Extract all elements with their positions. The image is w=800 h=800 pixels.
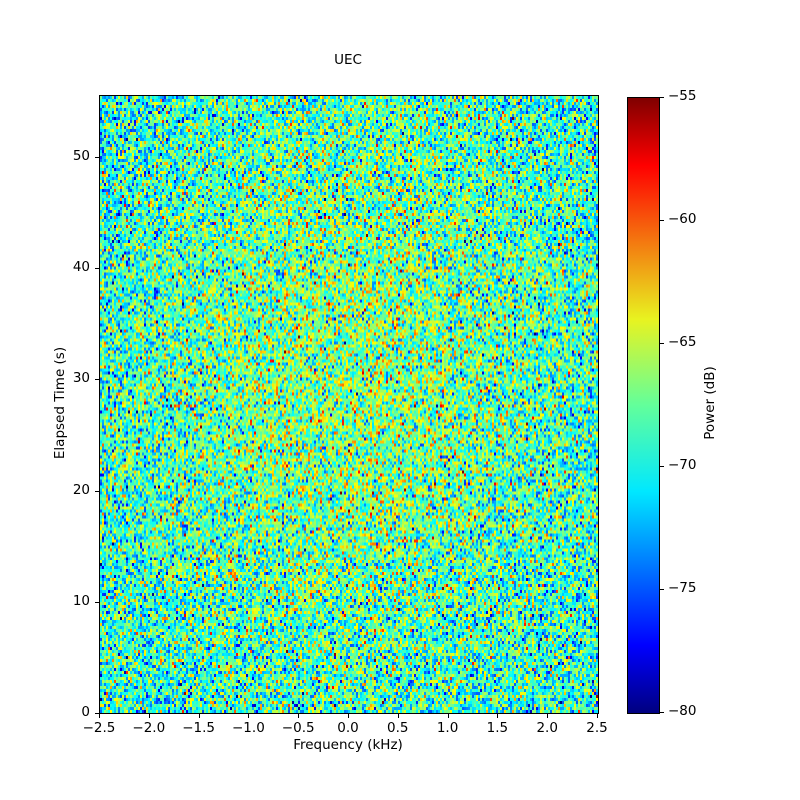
x-tick-label: 0.5 bbox=[387, 720, 409, 736]
x-tick-mark bbox=[497, 714, 499, 718]
y-tick-mark bbox=[95, 157, 99, 159]
x-tick-mark bbox=[397, 714, 399, 718]
x-tick-label: −1.5 bbox=[182, 720, 215, 736]
colorbar-tick-mark bbox=[660, 466, 664, 467]
y-tick-mark bbox=[95, 601, 99, 603]
x-tick-label: 1.0 bbox=[436, 720, 459, 736]
plot-area bbox=[99, 95, 599, 714]
colorbar-tick-label: −55 bbox=[668, 88, 697, 104]
y-tick-mark bbox=[95, 379, 99, 381]
x-tick-mark bbox=[248, 714, 250, 718]
y-tick-mark bbox=[95, 268, 99, 270]
colorbar-tick-mark bbox=[660, 97, 664, 98]
y-axis-label: Elapsed Time (s) bbox=[52, 346, 68, 460]
colorbar-tick-mark bbox=[660, 220, 664, 221]
y-tick-label: 20 bbox=[72, 481, 90, 498]
colorbar bbox=[627, 97, 660, 714]
x-tick-mark bbox=[447, 714, 449, 718]
figure-title: UEC bbox=[334, 52, 362, 68]
x-tick-label: 2.0 bbox=[536, 720, 558, 736]
y-tick-label: 40 bbox=[72, 259, 90, 276]
colorbar-tick-label: −60 bbox=[668, 211, 697, 227]
x-tick-label: 0.0 bbox=[337, 720, 359, 736]
x-axis-label: Frequency (kHz) bbox=[293, 737, 403, 753]
x-tick-label: −0.5 bbox=[281, 720, 315, 736]
y-tick-mark bbox=[95, 713, 99, 714]
y-tick-mark bbox=[95, 490, 99, 492]
x-tick-mark bbox=[148, 714, 150, 718]
y-tick-label: 10 bbox=[72, 592, 90, 609]
colorbar-tick-label: −80 bbox=[668, 703, 697, 719]
colorbar-tick-label: −70 bbox=[668, 457, 697, 473]
y-tick-label: 50 bbox=[72, 148, 90, 165]
x-tick-mark bbox=[348, 714, 349, 718]
y-tick-label: 30 bbox=[72, 370, 90, 387]
x-tick-label: −2.0 bbox=[132, 720, 166, 736]
x-tick-mark bbox=[198, 714, 200, 718]
x-tick-mark bbox=[298, 714, 300, 718]
spectrogram-heatmap-canvas bbox=[100, 96, 598, 713]
x-tick-label: 1.5 bbox=[486, 720, 509, 736]
colorbar-tick-mark bbox=[660, 712, 664, 713]
colorbar-label: Power (dB) bbox=[702, 366, 718, 440]
x-tick-mark bbox=[99, 714, 100, 718]
x-tick-mark bbox=[547, 714, 549, 718]
x-tick-label: 2.5 bbox=[586, 720, 608, 736]
colorbar-tick-mark bbox=[660, 343, 664, 344]
colorbar-tick-label: −75 bbox=[668, 580, 697, 596]
x-tick-label: −1.0 bbox=[232, 720, 265, 736]
colorbar-tick-label: −65 bbox=[668, 334, 697, 350]
colorbar-tick-mark bbox=[660, 589, 664, 590]
x-tick-label: −2.5 bbox=[82, 720, 116, 736]
y-tick-label: 0 bbox=[81, 704, 90, 720]
x-tick-mark bbox=[597, 714, 598, 718]
